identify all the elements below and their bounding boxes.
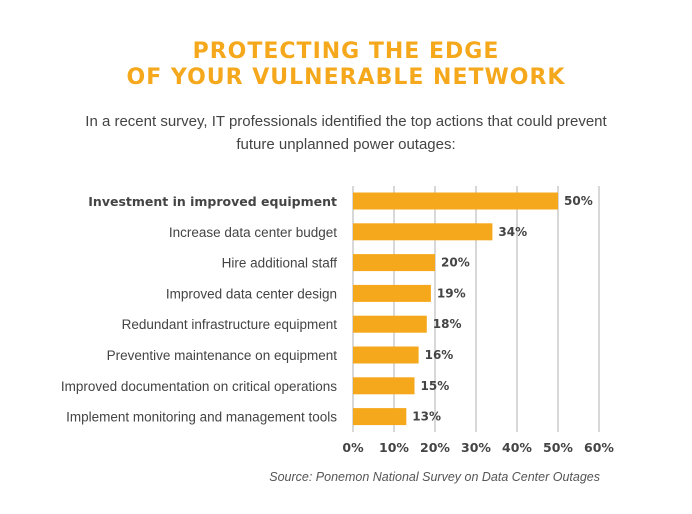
data-label: 34% [498,225,527,239]
category-label: Hire additional staff [222,256,338,271]
chart-title-line-2: OF YOUR VULNERABLE NETWORK [126,65,566,90]
category-label: Increase data center budget [169,225,337,240]
category-label: Improved data center design [166,286,337,301]
data-label: 16% [425,348,454,362]
data-label: 20% [441,256,470,270]
data-label: 18% [433,317,462,331]
bar [353,223,493,241]
x-tick-label: 30% [461,440,491,455]
data-label: 19% [437,286,466,300]
x-tick-label: 40% [502,440,532,455]
bar [353,254,435,272]
chart-title-line-1: PROTECTING THE EDGE [192,39,500,64]
category-label: Redundant infrastructure equipment [122,317,338,332]
data-label: 15% [421,379,450,393]
source-note: Source: Ponemon National Survey on Data … [269,470,600,484]
x-tick-label: 50% [543,440,573,455]
data-label: 50% [564,194,593,208]
category-label: Investment in improved equipment [88,194,337,209]
category-label: Implement monitoring and management tool… [66,410,337,425]
data-label: 13% [412,410,441,424]
category-label: Improved documentation on critical opera… [61,379,337,394]
bar [353,346,419,364]
bar [353,315,427,333]
x-tick-label: 0% [342,440,364,455]
chart-subtitle: In a recent survey, IT professionals ide… [85,113,607,153]
x-tick-label: 20% [420,440,450,455]
bar [353,192,558,210]
x-tick-label: 10% [379,440,409,455]
bar [353,408,407,426]
bar [353,377,415,395]
category-label: Preventive maintenance on equipment [107,348,338,363]
bar-chart: 0% 10% 20% 30% 40% 50% 60% Investment in improv… [61,186,614,455]
x-tick-label: 60% [584,440,614,455]
bar [353,284,431,302]
